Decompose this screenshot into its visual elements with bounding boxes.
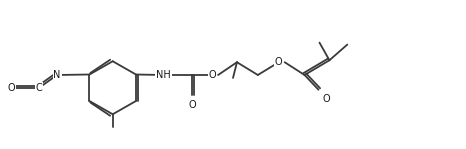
- Text: O: O: [208, 70, 216, 80]
- Text: NH: NH: [156, 70, 171, 80]
- Text: C: C: [36, 83, 42, 93]
- Text: N: N: [54, 70, 61, 80]
- Text: O: O: [322, 94, 330, 104]
- Text: O: O: [188, 100, 196, 110]
- Text: O: O: [7, 83, 15, 93]
- Text: O: O: [275, 57, 282, 67]
